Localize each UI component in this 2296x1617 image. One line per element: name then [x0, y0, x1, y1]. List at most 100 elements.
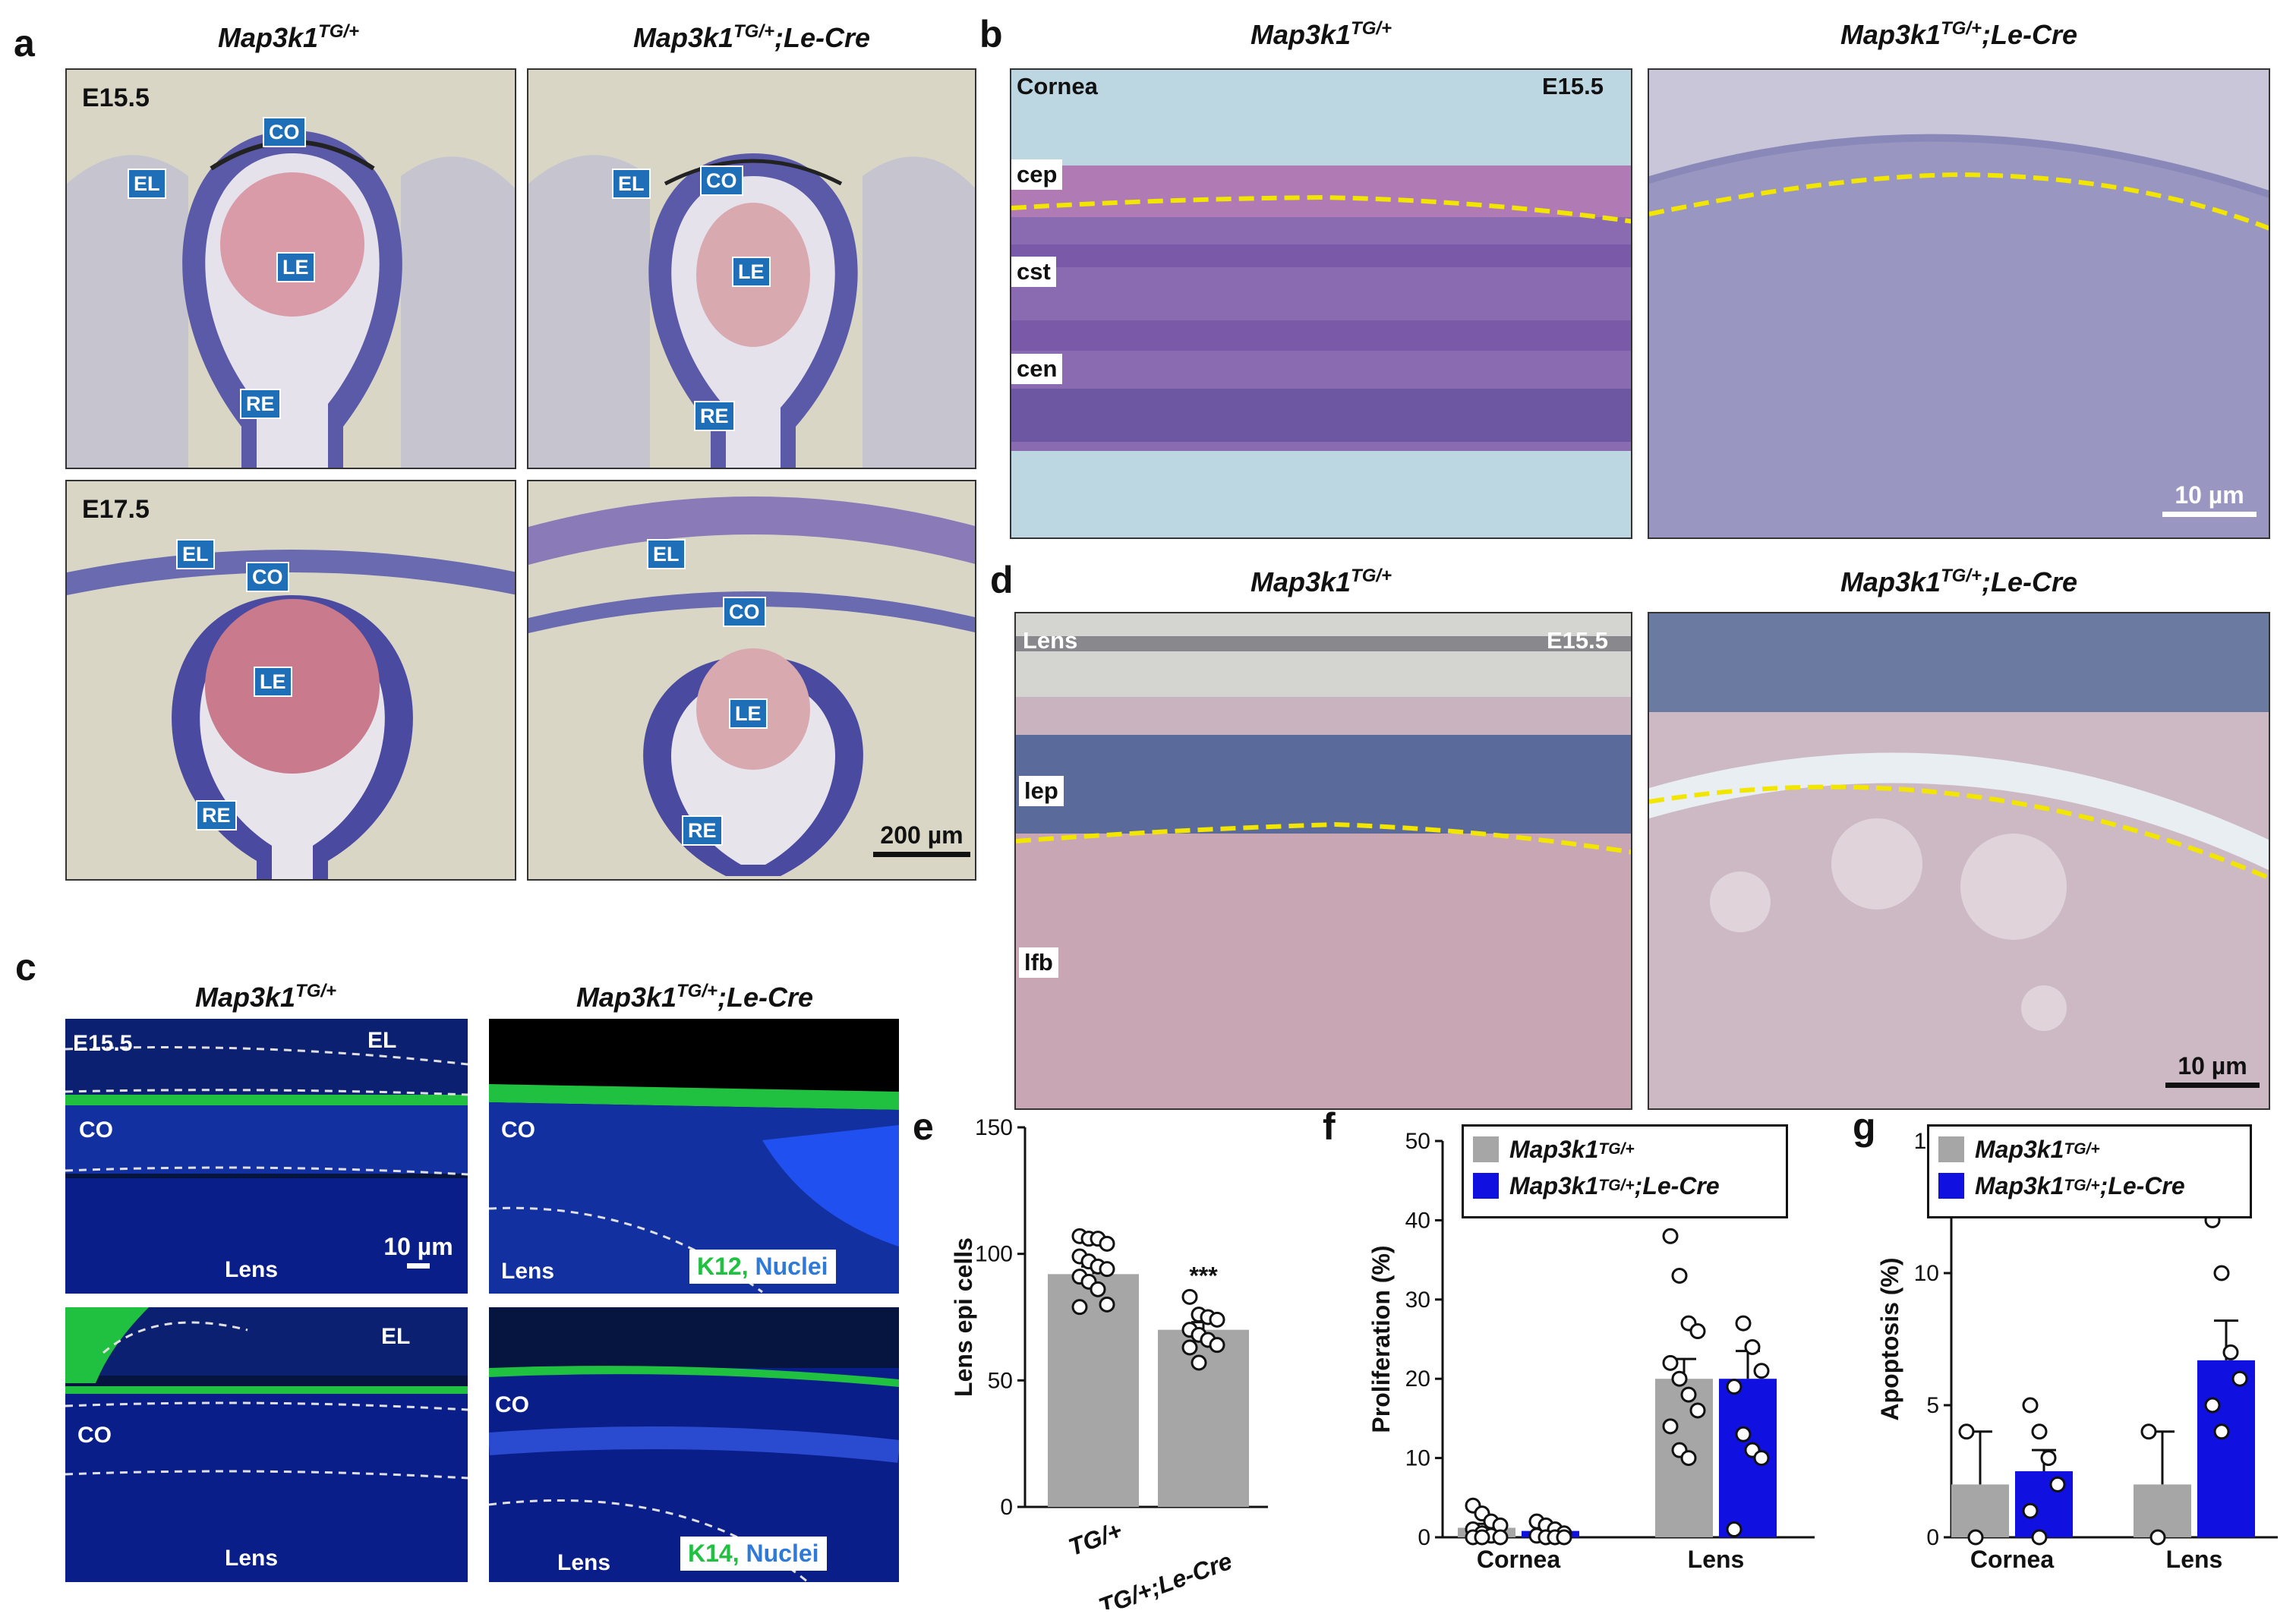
lens-section-control: Lens E15.5 lep lfb	[1014, 612, 1632, 1110]
tag-eyelid: EL	[176, 539, 215, 569]
genotype-header-d-mutant: Map3k1TG/+;Le-Cre	[1840, 566, 2078, 597]
stain-legend-k12: K12, Nuclei	[689, 1250, 836, 1284]
y-axis-label: Lens epi cells	[950, 1237, 977, 1397]
data-point	[1735, 1426, 1752, 1442]
tissue-label: Lens	[1023, 627, 1078, 654]
y-tick-label: 10	[1405, 1446, 1430, 1471]
legend-swatch-control	[1938, 1136, 1964, 1162]
genotype-header-d-control: Map3k1TG/+	[1250, 566, 1392, 597]
y-tick-label: 5	[1926, 1393, 1939, 1418]
data-point	[1181, 1339, 1198, 1356]
data-point	[2213, 1423, 2230, 1440]
y-tick-label: 10	[1914, 1261, 1939, 1286]
data-point	[2022, 1397, 2039, 1414]
stain-legend-k14: K14, Nuclei	[680, 1537, 827, 1571]
bar-mutant	[2197, 1360, 2255, 1537]
y-tick-label: 0	[1926, 1525, 1939, 1550]
data-point	[1662, 1418, 1679, 1435]
panel-letter-e: e	[913, 1105, 934, 1148]
tag-eyelid: EL	[647, 539, 686, 569]
data-point	[2231, 1370, 2248, 1387]
label-lens: Lens	[225, 1546, 279, 1571]
data-point	[1744, 1338, 1761, 1355]
layer-label-lens-fiber: lfb	[1019, 947, 1058, 978]
y-tick-label: 40	[1405, 1208, 1430, 1233]
label-eyelid: EL	[381, 1324, 411, 1349]
label-cornea: CO	[77, 1423, 112, 1448]
data-point	[1689, 1323, 1706, 1340]
genotype-header-a-control: Map3k1TG/+	[217, 21, 360, 53]
tag-cornea: CO	[263, 117, 306, 147]
label-lens: Lens	[557, 1550, 611, 1575]
layer-label-endothelium: cen	[1011, 354, 1063, 384]
eye-section-mutant-e175: EL CO LE RE 200 µm	[527, 480, 976, 881]
tag-retina: RE	[196, 800, 237, 831]
stage-label: E17.5	[82, 495, 150, 524]
data-point	[2204, 1397, 2221, 1414]
scale-bar: 10 µm	[2165, 1052, 2260, 1088]
stage-label: E15.5	[73, 1031, 133, 1056]
stage-label: E15.5	[1547, 627, 1609, 654]
tissue-label: Cornea	[1017, 73, 1098, 99]
scale-bar: 10 µm	[2162, 481, 2257, 517]
label-cornea: CO	[79, 1117, 113, 1143]
y-tick-label: 0	[1418, 1525, 1430, 1550]
panel-letter-f: f	[1323, 1105, 1336, 1148]
tag-lens: LE	[732, 257, 771, 287]
data-point	[2049, 1476, 2066, 1492]
tag-retina: RE	[694, 401, 735, 431]
data-point	[1556, 1529, 1572, 1546]
if-k12-mutant: CO Lens K12, Nuclei	[489, 1019, 899, 1294]
y-axis-label: Proliferation (%)	[1367, 1245, 1395, 1433]
data-point	[1209, 1337, 1225, 1354]
data-point	[1726, 1379, 1742, 1395]
tag-cornea: CO	[700, 165, 743, 196]
cornea-section-mutant: 10 µm	[1648, 68, 2270, 539]
tag-retina: RE	[240, 389, 281, 419]
data-point	[2031, 1529, 2048, 1546]
tag-lens: LE	[254, 667, 292, 697]
legend-swatch-mutant	[1473, 1173, 1499, 1199]
data-point	[2040, 1450, 2057, 1467]
data-point	[2031, 1423, 2048, 1440]
label-eyelid: EL	[367, 1028, 397, 1053]
data-point	[1099, 1235, 1115, 1252]
panel-letter-c: c	[15, 946, 36, 988]
x-category-label: Cornea	[1477, 1546, 1560, 1573]
x-category-label: Lens	[1688, 1546, 1745, 1573]
y-tick-label: 50	[1405, 1129, 1430, 1154]
y-tick-label: 100	[975, 1242, 1013, 1267]
significance-marker: ***	[1189, 1262, 1218, 1290]
y-tick-label: 0	[1000, 1495, 1013, 1520]
bar-control	[1048, 1274, 1139, 1507]
data-point	[1209, 1311, 1225, 1328]
x-category-label: Cornea	[1970, 1546, 2054, 1573]
if-k12-control: E15.5 EL CO Lens 10 µm	[65, 1019, 468, 1294]
genotype-header-b-mutant: Map3k1TG/+;Le-Cre	[1840, 18, 2078, 50]
data-point	[1099, 1296, 1115, 1313]
x-category-label: TG/+;Le-Cre	[1095, 1547, 1235, 1609]
label-lens: Lens	[225, 1257, 279, 1282]
lens-section-mutant: 10 µm	[1648, 612, 2270, 1110]
eye-section-control-e175: E17.5 EL CO LE RE	[65, 480, 516, 881]
tag-lens: LE	[276, 252, 315, 282]
genotype-header-c-mutant: Map3k1TG/+;Le-Cre	[576, 981, 814, 1013]
chart-lens-epi-cells: 0 50 100 150 Lens epi cells *** TG/+TG/+;Le-Cr…	[950, 1115, 1268, 1609]
chart-proliferation: 0 10 20 30 40 50 Proliferation (%) Cornea Lens	[1367, 1129, 1815, 1573]
y-tick-label: 150	[975, 1115, 1013, 1140]
label-lens: Lens	[501, 1259, 555, 1284]
y-axis-label: Apoptosis (%)	[1876, 1257, 1903, 1420]
legend-proliferation: Map3k1 TG/+ Map3k1 TG/+ ;Le-Cre	[1462, 1124, 1788, 1218]
layer-label-epithelium: cep	[1011, 159, 1063, 190]
scale-bar: 10 µm	[377, 1233, 460, 1269]
legend-swatch-control	[1473, 1136, 1499, 1162]
data-point	[1071, 1299, 1088, 1316]
stage-label: E15.5	[1542, 73, 1604, 99]
panel-letter-g: g	[1853, 1105, 1876, 1148]
data-point	[1191, 1354, 1207, 1371]
y-tick-label: 30	[1405, 1288, 1430, 1313]
data-point	[1662, 1354, 1679, 1371]
x-category-label: Lens	[2166, 1546, 2223, 1573]
data-point	[1958, 1423, 1975, 1440]
tag-retina: RE	[682, 815, 723, 846]
